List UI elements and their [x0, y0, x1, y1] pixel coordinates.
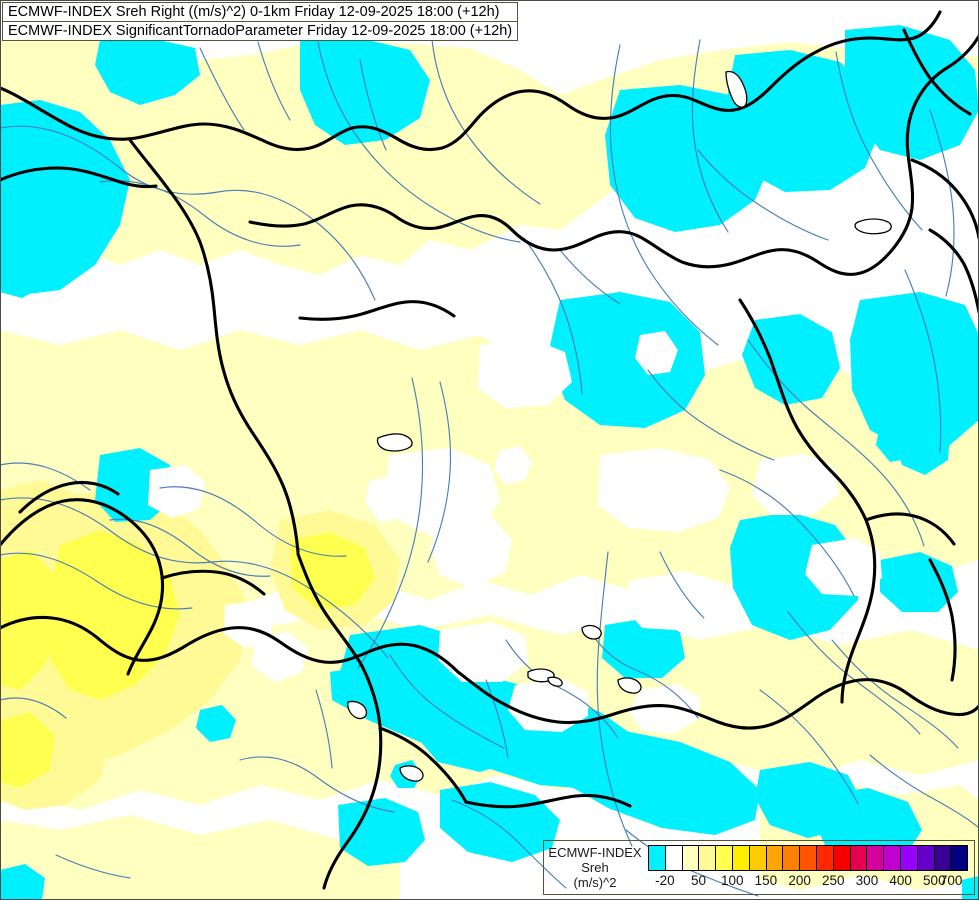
colorbar-swatch-8: [783, 846, 801, 870]
colorbar-ticks: -20 50 100 150 200 250 300 400 500 700: [648, 872, 968, 892]
colorbar-tick-50: 50: [691, 873, 707, 888]
colorbar-tick-250: 250: [821, 873, 845, 888]
colorbar-swatch-12: [850, 846, 868, 870]
colorbar-swatch-16: [917, 846, 935, 870]
legend-panel[interactable]: ECMWF-INDEX Sreh (m/s)^2 -20 50 100 150 200 2…: [543, 840, 975, 895]
river-network: [0, 39, 979, 897]
colorbar-swatch-9: [800, 846, 817, 870]
colorbar-tick-700: 700: [939, 873, 963, 888]
colorbar-tick-500: 500: [923, 873, 946, 888]
legend-source: ECMWF-INDEX: [548, 845, 642, 860]
colorbar-swatch-18: [951, 846, 968, 870]
colorbar-tick-150: 150: [754, 873, 778, 888]
country-borders: [0, 10, 979, 890]
legend-caption: ECMWF-INDEX Sreh (m/s)^2: [544, 841, 646, 894]
colorbar-swatch-5: [732, 846, 750, 870]
legend-parameter: Sreh: [581, 860, 609, 875]
legend-colorbar: -20 50 100 150 200 250 300 400 500 700: [646, 841, 974, 894]
colorbar-swatch-2: [682, 846, 700, 870]
title-line-stp: ECMWF-INDEX SignificantTornadoParameter …: [2, 21, 519, 41]
colorbar-swatch-6: [749, 846, 767, 870]
colorbar-swatch-7: [766, 846, 784, 870]
colorbar-tick-200: 200: [788, 873, 811, 888]
colorbar-swatch-0: [649, 846, 666, 870]
colorbar-swatch-17: [934, 846, 952, 870]
colorbar-swatch-1: [665, 846, 683, 870]
legend-units: (m/s)^2: [573, 875, 617, 890]
colorbar-swatch-14: [884, 846, 901, 870]
shading-layer-white-holes: [148, 338, 882, 734]
title-overlay: ECMWF-INDEX Sreh Right ((m/s)^2) 0-1km F…: [2, 2, 519, 41]
colorbar-swatch-10: [816, 846, 834, 870]
colorbar-swatch-11: [833, 846, 851, 870]
colorbar-tick-100: 100: [720, 873, 744, 888]
colorbar-tick-400: 400: [889, 873, 912, 888]
colorbar-swatch-4: [716, 846, 733, 870]
colorbar-swatch-3: [699, 846, 717, 870]
colorbar-swatches: [648, 845, 968, 871]
shading-layer-light-yellow: [0, 480, 400, 810]
colorbar-swatch-13: [867, 846, 885, 870]
title-line-sreh: ECMWF-INDEX Sreh Right ((m/s)^2) 0-1km F…: [2, 2, 519, 22]
colorbar-swatch-15: [900, 846, 918, 870]
shading-layer-cyan: [0, 25, 979, 900]
colorbar-tick-neg20: -20: [655, 873, 675, 888]
colorbar-tick-300: 300: [855, 873, 879, 888]
lake-outlines: [347, 70, 892, 782]
